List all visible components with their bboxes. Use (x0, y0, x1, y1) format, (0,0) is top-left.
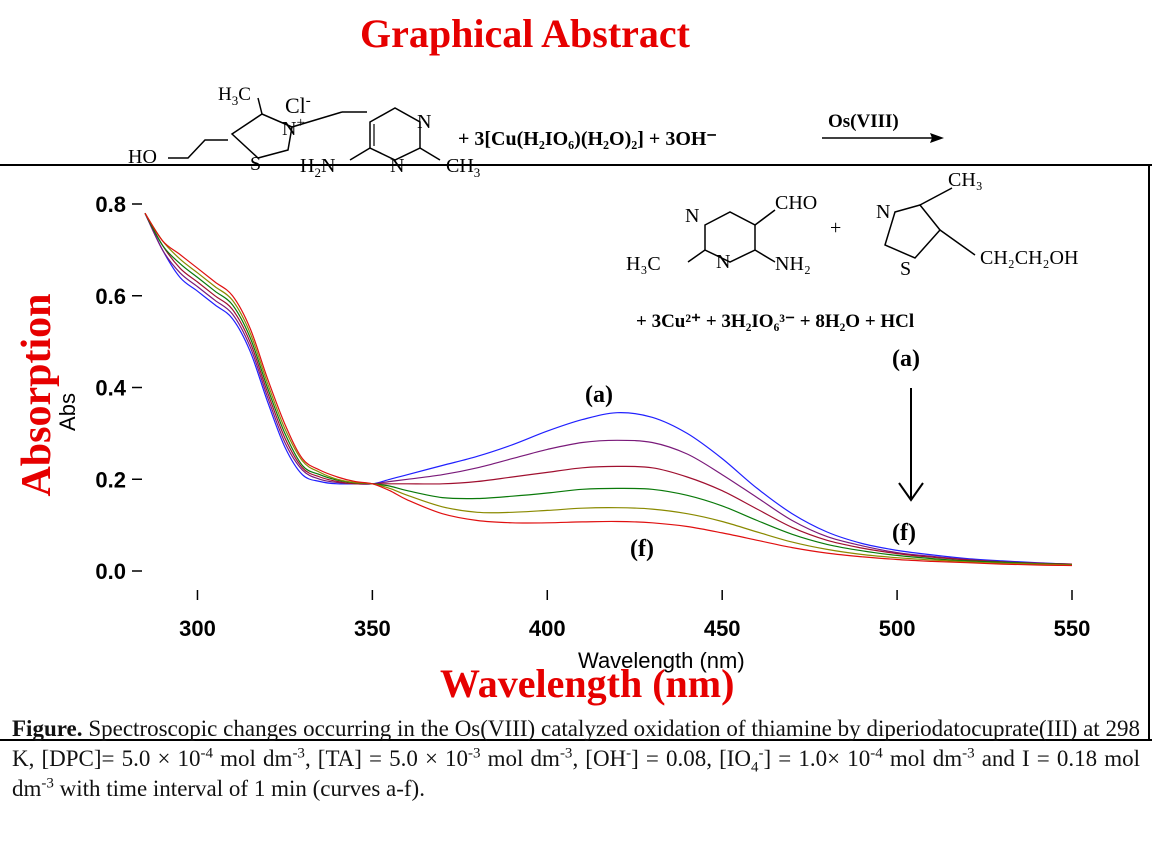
y-tick-label: 0.6 (95, 284, 126, 309)
arrow-label-a: (a) (892, 346, 920, 372)
product-ch3-label: CH₃ (948, 169, 983, 191)
product-n1-label: N (685, 205, 699, 227)
x-tick-label: 300 (179, 616, 216, 641)
y-tick-label: 0.0 (95, 559, 126, 584)
thiamine-h3c-label: H3C (218, 84, 251, 108)
x-tick-label: 550 (1054, 616, 1091, 641)
caption-sup: - (758, 745, 764, 762)
caption-text: ] = 1.0× 10 (763, 746, 871, 771)
product-ch2ch2oh-label: CH₂CH₂OH (980, 247, 1078, 269)
caption-text: and I = 0.18 mol dm (12, 746, 1141, 801)
spectrum-curve-f (144, 212, 1073, 567)
thiazolium-n-label: N+ (282, 115, 305, 140)
curve-label-a: (a) (585, 382, 613, 408)
caption-sup: -3 (962, 745, 975, 762)
product-h3c-label: H₃C (626, 253, 661, 275)
thiamine-h2n-label: H2N (300, 155, 335, 180)
product-pyrimidine-structure: CHO N N H₃C NH₂ (626, 192, 817, 275)
caption-sup: -3 (41, 775, 54, 792)
reaction-arrowhead (930, 133, 944, 143)
page-title: Graphical Abstract (360, 11, 690, 56)
y-tick-label: 0.2 (95, 467, 126, 492)
spectrum-chart: 300 350 400 450 500 550 0.0 0.2 0.4 0.6 0.8 Wavel… (14, 192, 1090, 706)
curve-label-f: (f) (630, 536, 654, 562)
x-axis-label: Wavelength (nm) (578, 648, 745, 673)
x-tick-label: 450 (704, 616, 741, 641)
caption-sup: -3 (468, 745, 481, 762)
product-n2-label: N (716, 251, 730, 273)
x-tick-label: 500 (879, 616, 916, 641)
y-tick-label: 0.8 (95, 192, 126, 217)
arrow-label-f: (f) (892, 520, 916, 546)
axis-ticks (132, 203, 1073, 600)
figure-caption: Figure. Spectroscopic changes occurring … (12, 714, 1140, 804)
product-thiazole-structure: CH₃ N S CH₂CH₂OH (876, 169, 1078, 280)
x-axis-label-overlay: Wavelength (nm) (440, 661, 734, 706)
caption-text: , [TA] = 5.0 × 10 (304, 746, 469, 771)
x-tick-labels: 300 350 400 450 500 550 (179, 616, 1090, 641)
product-thiazole-s-label: S (900, 258, 911, 280)
spectrum-curve-c (144, 212, 1073, 565)
spectrum-curves (144, 212, 1073, 567)
x-tick-label: 400 (529, 616, 566, 641)
product-nh2-label: NH₂ (775, 253, 811, 275)
catalyst-label: Os(VIII) (828, 111, 899, 132)
caption-sup: -4 (200, 745, 214, 762)
caption-text: , [OH (572, 746, 627, 771)
product-cho-label: CHO (775, 192, 817, 214)
thiamine-ho-label: HO (128, 146, 157, 168)
y-axis-label: Abs (55, 393, 80, 431)
spectrum-curve-d (144, 212, 1073, 566)
y-tick-label: 0.4 (95, 376, 126, 401)
byproducts-text: + 3Cu²⁺ + 3H₂IO₆³⁻ + 8H₂O + HCl (636, 311, 914, 332)
thiamine-structure: H3C Cl- N+ HO S H2N N N CH3 (128, 84, 480, 180)
decrease-arrowhead (898, 482, 924, 502)
x-tick-label: 350 (354, 616, 391, 641)
product-thiazole-n-label: N (876, 201, 890, 223)
thiamine-ch3-label: CH3 (446, 155, 480, 180)
thiamine-s-label: S (250, 153, 261, 175)
caption-text: Spectroscopic changes occurring in the O… (12, 716, 1140, 771)
caption-sup: -4 (870, 745, 883, 762)
pyrimidine-n2-label: N (390, 155, 404, 177)
caption-sup: -3 (292, 745, 305, 762)
caption-text: mol dm (480, 746, 560, 771)
y-tick-labels: 0.0 0.2 0.4 0.6 0.8 (95, 192, 126, 584)
reagents-text: + 3[Cu(H₂IO₆)(H₂O)₂] + 3OH⁻ (458, 128, 717, 150)
caption-text: mol dm (213, 746, 293, 771)
y-axis-label-overlay: Absorption (14, 293, 60, 496)
caption-text: with time interval of 1 min (curves a-f)… (53, 776, 425, 801)
caption-sub: 4 (751, 759, 759, 776)
pyrimidine-n1-label: N (417, 111, 431, 133)
caption-text: ] = 0.08, [IO (631, 746, 752, 771)
caption-label: Figure. (12, 716, 83, 741)
products-plus: + (830, 217, 841, 239)
chloride-label: Cl- (285, 93, 311, 118)
caption-text: mol dm (882, 746, 963, 771)
caption-sup: - (626, 745, 632, 762)
spectrum-curve-e (144, 212, 1073, 566)
caption-sup: -3 (559, 745, 573, 762)
spectrum-curve-a (144, 212, 1073, 565)
spectrum-curve-b (144, 212, 1073, 565)
